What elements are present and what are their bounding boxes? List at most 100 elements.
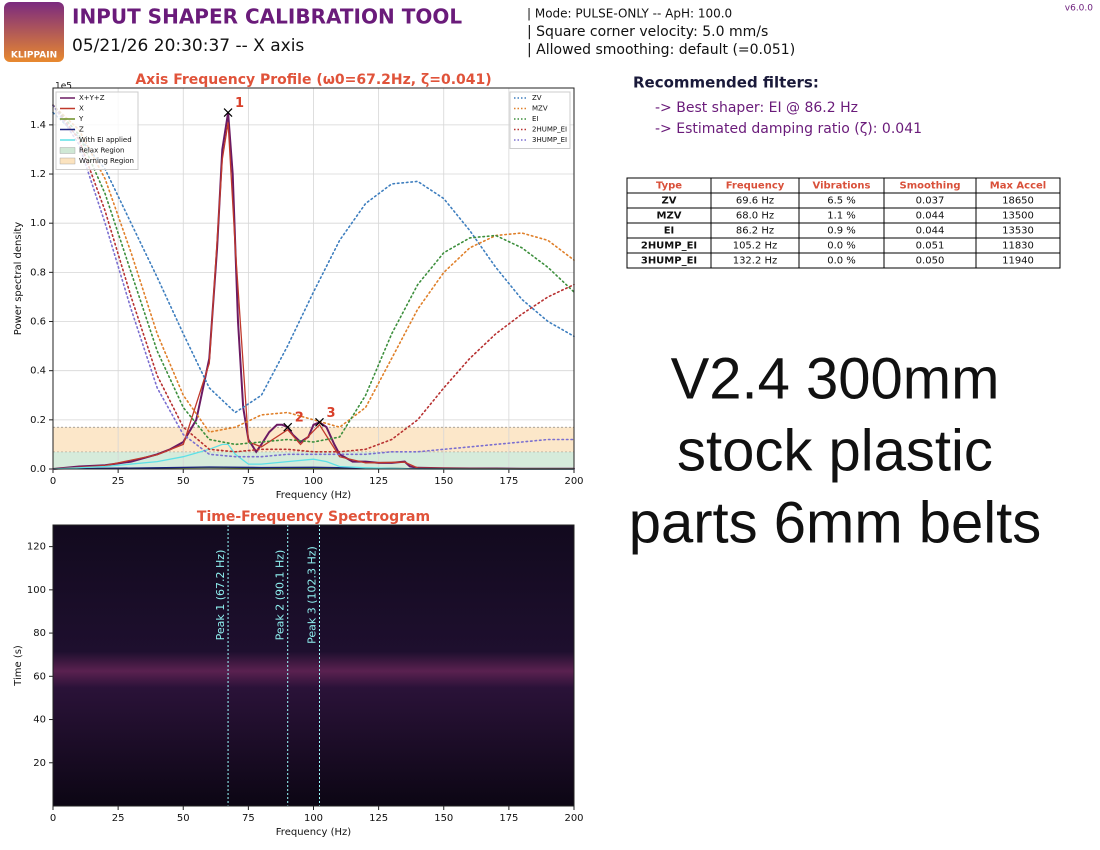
- series-line: [52, 104, 575, 446]
- x-tick-label: 0: [50, 476, 56, 487]
- peak-label: Peak 1 (67.2 Hz): [214, 550, 227, 641]
- y-tick-label: 0.4: [30, 366, 46, 377]
- axes-frame: [52, 524, 575, 807]
- y-axis-label: Time (s): [13, 645, 24, 687]
- legend-label: X+Y+Z: [79, 94, 105, 102]
- x-tick-label: 100: [304, 476, 323, 487]
- table-cell: 0.037: [916, 196, 945, 207]
- rec-line: -> Best shaper: EI @ 86.2 Hz: [655, 100, 858, 116]
- table-cell: 18650: [1002, 196, 1034, 207]
- table-header: Vibrations: [813, 181, 871, 192]
- x-tick-label: 25: [112, 476, 125, 487]
- rec-line: -> Estimated damping ratio (ζ): 0.041: [655, 121, 922, 137]
- series-line: [52, 111, 575, 414]
- table-header: Frequency: [726, 181, 785, 192]
- chart-title: Time-Frequency Spectrogram: [197, 509, 430, 525]
- info: | Allowed smoothing: default (=0.051): [527, 42, 795, 58]
- title: INPUT SHAPER CALIBRATION TOOL: [72, 5, 462, 29]
- x-tick-label: 0: [50, 813, 56, 824]
- table-cell: 13500: [1002, 211, 1034, 222]
- legend: [509, 91, 571, 149]
- y-tick-label: 0.0: [30, 464, 46, 475]
- y-axis-label: Power spectral density: [13, 222, 24, 335]
- y-tick-label: 0.8: [30, 267, 46, 278]
- table-cell: 6.5 %: [827, 196, 856, 207]
- table-cell: 105.2 Hz: [733, 241, 778, 252]
- table-cell: 3HUMP_EI: [641, 256, 697, 267]
- peak-label: Peak 2 (90.1 Hz): [274, 550, 287, 641]
- series-line: [52, 443, 575, 470]
- annotation: V2.4 300mm: [671, 346, 1000, 411]
- peak-marker: [223, 108, 233, 118]
- table-cell: 11830: [1002, 241, 1034, 252]
- table-cell: 68.0 Hz: [736, 211, 774, 222]
- table-cell: 0.0 %: [827, 256, 856, 267]
- legend-label: X: [79, 105, 84, 113]
- legend-label: MZV: [532, 105, 548, 113]
- subtitle: 05/21/26 20:30:37 -- X axis: [72, 36, 304, 56]
- y-tick-label: 0.2: [30, 415, 46, 426]
- logo-text: KLIPPAIN: [11, 51, 57, 61]
- y-tick-label: 100: [27, 585, 46, 596]
- legend-label: ZV: [532, 94, 542, 102]
- legend-label: With EI applied: [79, 136, 132, 144]
- table-cell: 0.051: [916, 241, 945, 252]
- table-header: Smoothing: [900, 181, 961, 192]
- chart-title: Axis Frequency Profile (ω0=67.2Hz, ζ=0.0…: [135, 72, 491, 88]
- legend: [55, 91, 139, 170]
- table-cell: 0.050: [916, 256, 945, 267]
- legend-label: Y: [78, 115, 84, 123]
- peak-marker: [283, 422, 293, 432]
- y-tick-label: 0.6: [30, 317, 46, 328]
- legend-swatch: [59, 157, 76, 165]
- peak-label: Peak 3 (102.3 Hz): [305, 546, 318, 644]
- version: v6.0.0: [1065, 4, 1094, 14]
- spectrogram-image: [53, 525, 574, 806]
- table-cell: 0.044: [916, 226, 945, 237]
- info: | Square corner velocity: 5.0 mm/s: [527, 24, 768, 40]
- table-cell: 2HUMP_EI: [641, 241, 697, 252]
- annotation: parts 6mm belts: [629, 490, 1042, 555]
- y-tick-label: 1.4: [30, 120, 46, 131]
- table-cell: 132.2 Hz: [733, 256, 778, 267]
- y-offset-label: 1e5: [55, 82, 72, 92]
- table-cell: ZV: [662, 196, 677, 207]
- series-line: [52, 104, 575, 433]
- x-tick-label: 200: [564, 813, 583, 824]
- table-cell: 1.1 %: [827, 211, 856, 222]
- table-cell: 0.0 %: [827, 241, 856, 252]
- x-tick-label: 150: [434, 476, 453, 487]
- x-tick-label: 200: [564, 476, 583, 487]
- series-line: [52, 122, 575, 470]
- y-tick-label: 20: [33, 758, 46, 769]
- table-cell: 69.6 Hz: [736, 196, 774, 207]
- peak-label: 3: [326, 406, 335, 421]
- y-tick-label: 80: [33, 628, 46, 639]
- legend-label: 3HUMP_EI: [532, 136, 567, 144]
- table-cell: 86.2 Hz: [736, 226, 774, 237]
- y-tick-label: 60: [33, 671, 46, 682]
- legend-swatch: [59, 147, 76, 154]
- table-cell: 13530: [1002, 226, 1034, 237]
- logo: [4, 2, 64, 62]
- table-header: Max Accel: [990, 181, 1046, 192]
- table-cell: 0.044: [916, 211, 945, 222]
- y-tick-label: 40: [33, 715, 46, 726]
- x-tick-label: 150: [434, 813, 453, 824]
- rec-title: Recommended filters:: [633, 74, 819, 92]
- table-cell: 11940: [1002, 256, 1034, 267]
- x-tick-label: 50: [177, 813, 190, 824]
- x-tick-label: 175: [499, 476, 518, 487]
- y-tick-label: 120: [27, 542, 46, 553]
- x-tick-label: 75: [242, 813, 255, 824]
- legend-label: EI: [532, 115, 539, 123]
- peak-marker: [315, 417, 324, 427]
- legend-label: Warning Region: [79, 157, 134, 165]
- table-cell: 0.9 %: [827, 226, 856, 237]
- shaper-table: Type Frequency Vibrations Smoothing Max Acce…: [626, 177, 1061, 269]
- legend-label: Z: [79, 126, 84, 134]
- x-tick-label: 125: [369, 813, 388, 824]
- y-tick-label: 1.2: [30, 169, 46, 180]
- x-tick-label: 75: [242, 476, 255, 487]
